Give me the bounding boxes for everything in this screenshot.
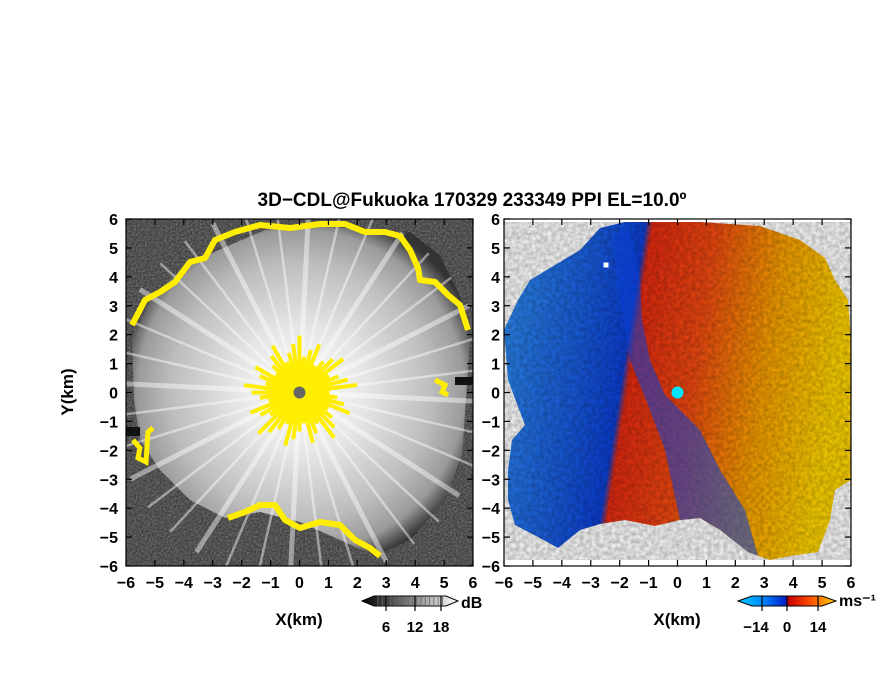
snr-x-tick-label: −3 <box>204 575 222 592</box>
snr-x-tick-label: −6 <box>117 575 135 592</box>
snr-y-tick-label: 3 <box>109 299 118 316</box>
velocity-y-tick-label: −5 <box>482 530 500 547</box>
velocity-x-tick-label: 3 <box>760 575 769 592</box>
snr-y-tick-label: −3 <box>100 472 118 489</box>
radar-site-left <box>293 386 306 399</box>
snr-dark-patch-west <box>126 427 140 436</box>
velocity-y-tick-label: 5 <box>491 241 500 258</box>
snr-axes: −6 −5 −4 −3 −2 −1 0 1 2 3 4 5 6 −6 −5 −4 −3 −2 −1 0 1 2 3 4 5 6 <box>100 212 478 592</box>
snr-y-tick-label: −6 <box>100 559 118 576</box>
snr-x-tick-label: 0 <box>295 575 304 592</box>
velocity-colorbar-tick-label: 0 <box>783 619 791 636</box>
velocity-axes: −6 −5 −4 −3 −2 −1 0 1 2 3 4 5 6 −6 −5 −4 −3 −2 −1 0 1 2 3 4 5 6 <box>482 212 856 592</box>
snr-y-axis-label: Y(km) <box>58 368 77 415</box>
velocity-y-tick-label: −3 <box>482 472 500 489</box>
velocity-y-tick-label: 1 <box>491 357 500 374</box>
snr-outer-edge-north <box>129 221 471 331</box>
snr-x-tick-label: 4 <box>411 575 420 592</box>
snr-dark-patch-east <box>455 377 473 385</box>
snr-central-burst <box>243 335 358 447</box>
velocity-colorbar-tick-label: −14 <box>743 619 769 636</box>
snr-outer-edge-west <box>131 426 155 466</box>
velocity-x-tick-label: −6 <box>495 575 513 592</box>
snr-x-tick-label: −2 <box>233 575 251 592</box>
snr-x-tick-label: 2 <box>353 575 362 592</box>
figure-title: 3D−CDL@Fukuoka 170329 233349 PPI EL=10.0… <box>258 190 687 211</box>
snr-y-tick-label: −2 <box>100 443 118 460</box>
velocity-x-tick-label: 5 <box>818 575 827 592</box>
snr-x-tick-label: −5 <box>146 575 164 592</box>
velocity-x-tick-label: 1 <box>702 575 711 592</box>
radar-site-right <box>671 386 684 399</box>
velocity-y-tick-label: 3 <box>491 299 500 316</box>
snr-y-tick-label: −4 <box>100 501 118 518</box>
snr-y-tick-label: 5 <box>109 241 118 258</box>
velocity-x-tick-label: 2 <box>731 575 740 592</box>
velocity-panel: −6 −5 −4 −3 −2 −1 0 1 2 3 4 5 6 −6 −5 −4 −3 −2 −1 0 1 2 3 4 5 6 <box>482 212 856 592</box>
velocity-x-tick-label: −2 <box>611 575 629 592</box>
snr-x-tick-label: −1 <box>261 575 279 592</box>
snr-colorbar-bar <box>360 595 460 607</box>
velocity-x-tick-label: 4 <box>789 575 798 592</box>
snr-colorbar-tick-label: 6 <box>382 619 390 636</box>
velocity-gap <box>602 261 610 269</box>
velocity-x-tick-label: −4 <box>553 575 571 592</box>
velocity-y-tick-label: 0 <box>491 386 500 403</box>
velocity-x-tick-label: −5 <box>524 575 542 592</box>
velocity-x-axis-label: X(km) <box>653 610 700 629</box>
snr-y-tick-label: 2 <box>109 328 118 345</box>
velocity-x-tick-label: −3 <box>582 575 600 592</box>
snr-y-tick-label: 4 <box>109 270 118 287</box>
snr-y-tick-label: 0 <box>109 386 118 403</box>
snr-outer-edge-south <box>227 502 382 559</box>
velocity-x-tick-label: 6 <box>847 575 856 592</box>
velocity-colorbar: −14 0 14 ms⁻¹ <box>736 593 876 636</box>
snr-x-tick-label: 3 <box>382 575 391 592</box>
velocity-y-tick-label: −4 <box>482 501 500 518</box>
velocity-y-tick-label: −6 <box>482 559 500 576</box>
snr-streak <box>297 231 405 394</box>
snr-x-axis-label: X(km) <box>275 610 322 629</box>
snr-y-tick-label: 1 <box>109 357 118 374</box>
snr-streak <box>298 392 323 566</box>
snr-y-tick-label: 6 <box>109 212 118 229</box>
snr-outer-edge-east <box>433 377 450 398</box>
velocity-colorbar-unit: ms⁻¹ <box>839 593 876 610</box>
snr-streak <box>299 390 473 404</box>
velocity-x-tick-label: 0 <box>673 575 682 592</box>
velocity-zero-line-blue <box>612 222 758 556</box>
velocity-y-tick-label: 2 <box>491 328 500 345</box>
velocity-colorbar-tick-label: 14 <box>810 619 827 636</box>
velocity-y-tick-label: −1 <box>482 414 500 431</box>
snr-colorbar-tick-label: 18 <box>433 619 450 636</box>
snr-y-tick-label: −1 <box>100 414 118 431</box>
snr-x-tick-label: −4 <box>175 575 193 592</box>
snr-colorbar-tick-label: 12 <box>407 619 424 636</box>
velocity-y-tick-label: 4 <box>491 270 500 287</box>
snr-x-tick-label: 1 <box>324 575 333 592</box>
snr-x-tick-label: 6 <box>469 575 478 592</box>
snr-x-tick-label: 5 <box>440 575 449 592</box>
velocity-x-tick-label: −1 <box>639 575 657 592</box>
snr-y-tick-label: −5 <box>100 530 118 547</box>
snr-colorbar-ticks <box>377 596 443 611</box>
velocity-y-tick-label: −2 <box>482 443 500 460</box>
velocity-y-tick-label: 6 <box>491 212 500 229</box>
snr-panel: −6 −5 −4 −3 −2 −1 0 1 2 3 4 5 6 −6 −5 −4 −3 −2 −1 0 1 2 3 4 5 6 <box>100 212 478 592</box>
snr-colorbar: 6 12 18 dB <box>360 595 482 636</box>
snr-colorbar-unit: dB <box>461 595 482 612</box>
